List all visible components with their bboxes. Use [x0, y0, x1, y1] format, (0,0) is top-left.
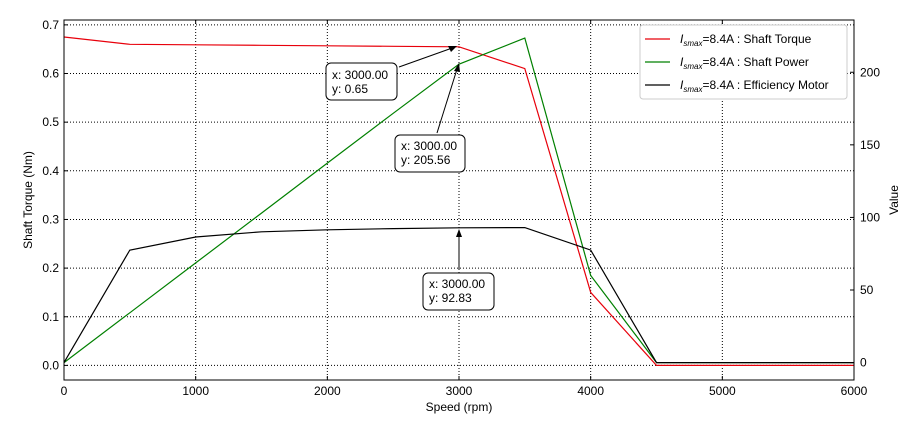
annotation-box: [325, 62, 398, 101]
y-tick-label-left: 0.2: [42, 261, 59, 275]
y-tick-label-left: 0.6: [42, 67, 59, 81]
legend-label: Ismax=8.4A : Shaft Torque: [680, 32, 812, 48]
x-tick-label: 2000: [314, 384, 341, 398]
legend-label: Ismax=8.4A : Efficiency Motor: [680, 78, 829, 94]
annotation-efficiency: x: 3000.00 y: 92.83: [422, 229, 495, 311]
annotation-x-text: x: 3000.00: [332, 68, 388, 82]
x-axis-label: Speed (rpm): [426, 400, 493, 414]
series-line-8-4a-efficiency-motor: [63, 226, 854, 364]
y-tick-label-left: 0.3: [42, 212, 59, 226]
annotation-box: [422, 272, 495, 311]
annotation-arrow-head: [448, 46, 457, 52]
x-tick-label: 3000: [446, 384, 473, 398]
x-tick-label: 4000: [577, 384, 604, 398]
y-tick-label-left: 0.0: [42, 358, 59, 372]
annotations: x: 3000.00 y: 0.65 x: 3000.00 y: 205.56 …: [325, 46, 495, 311]
x-tick-label: 1000: [182, 384, 209, 398]
annotation-arrow-head: [456, 229, 462, 237]
y-tick-label-left: 0.7: [42, 18, 59, 32]
y-tick-label-right: 150: [860, 138, 880, 152]
legend-box: [639, 24, 848, 100]
annotation-x-text: x: 3000.00: [401, 139, 457, 153]
y-tick-label-left: 0.1: [42, 310, 59, 324]
y-axis-label-left: Shaft Torque (Nm): [21, 151, 35, 249]
annotation-power: x: 3000.00 y: 205.56: [394, 63, 466, 173]
legend: Ismax=8.4A : Shaft Torque Ismax=8.4A : Sh…: [639, 24, 848, 100]
annotation-y-text: y: 0.65: [332, 82, 368, 96]
y-tick-label-right: 50: [860, 283, 874, 297]
annotation-arrow-head: [454, 63, 460, 72]
annotation-arrow: [398, 46, 456, 68]
annotation-y-text: y: 92.83: [429, 291, 472, 305]
ticks: 0 1000 2000 3000 4000 5000 60000.00.10.20.30.4…: [42, 18, 880, 398]
y-tick-label-left: 0.4: [42, 164, 59, 178]
x-tick-label: 6000: [841, 384, 868, 398]
annotation-y-text: y: 205.56: [401, 153, 451, 167]
annotation-torque: x: 3000.00 y: 0.65: [325, 46, 457, 101]
x-tick-label: 0: [61, 384, 68, 398]
legend-label: Ismax=8.4A : Shaft Power: [680, 55, 809, 71]
y-tick-label-right: 200: [860, 65, 880, 79]
y-tick-label-left: 0.5: [42, 115, 59, 129]
y-axis-label-right: Value: [887, 185, 901, 215]
y-tick-label-right: 0: [860, 356, 867, 370]
annotation-x-text: x: 3000.00: [429, 277, 485, 291]
y-tick-label-right: 100: [860, 210, 880, 224]
annotation-arrow: [436, 65, 459, 134]
series-line-8-4a-shaft-torque: [63, 36, 854, 366]
annotation-box: [394, 134, 466, 173]
x-tick-label: 5000: [709, 384, 736, 398]
